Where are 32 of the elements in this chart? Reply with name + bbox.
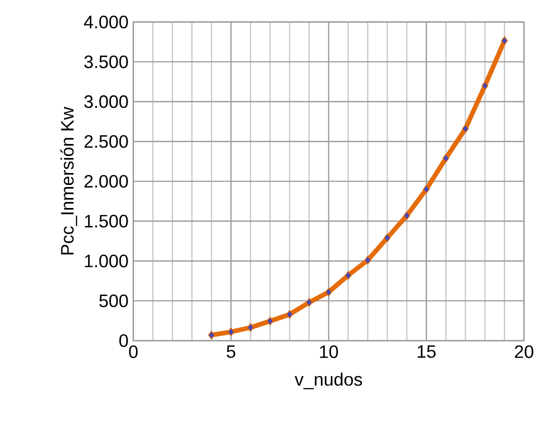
- point: [208, 330, 215, 340]
- x-axis-title: v_nudos: [294, 372, 362, 390]
- point: [247, 323, 254, 332]
- x-tick-label: 15: [418, 345, 436, 358]
- point: [266, 316, 274, 326]
- point: [501, 36, 508, 46]
- point: [422, 184, 430, 194]
- point: [384, 233, 391, 242]
- x-tick-label: 20: [514, 345, 534, 358]
- x-tick-label: 5: [226, 345, 236, 358]
- point: [286, 310, 293, 319]
- point: [325, 288, 332, 296]
- point: [306, 298, 313, 307]
- point: [462, 124, 469, 134]
- x-tick-label: 10: [320, 345, 338, 358]
- y-tick-label: 0: [119, 334, 128, 348]
- point: [482, 81, 488, 90]
- x-tick-label: 0: [129, 345, 138, 358]
- point: [344, 270, 352, 280]
- point: [403, 211, 410, 220]
- point: [364, 256, 372, 265]
- y-axis-title: Pcc_Inmersión Kw: [60, 106, 78, 254]
- y-tick-label: 4.000: [84, 16, 128, 28]
- y-tick-label: 3.500: [84, 55, 128, 68]
- y-tick-label: 1.000: [84, 254, 128, 268]
- point: [228, 327, 234, 336]
- y-tick-label: 3.000: [84, 95, 128, 108]
- y-tick-label: 2.000: [84, 174, 128, 188]
- y-tick-label: 1.500: [84, 214, 128, 228]
- y-tick-label: 500: [99, 294, 128, 308]
- y-tick-label: 2.500: [84, 135, 128, 148]
- point: [442, 154, 450, 163]
